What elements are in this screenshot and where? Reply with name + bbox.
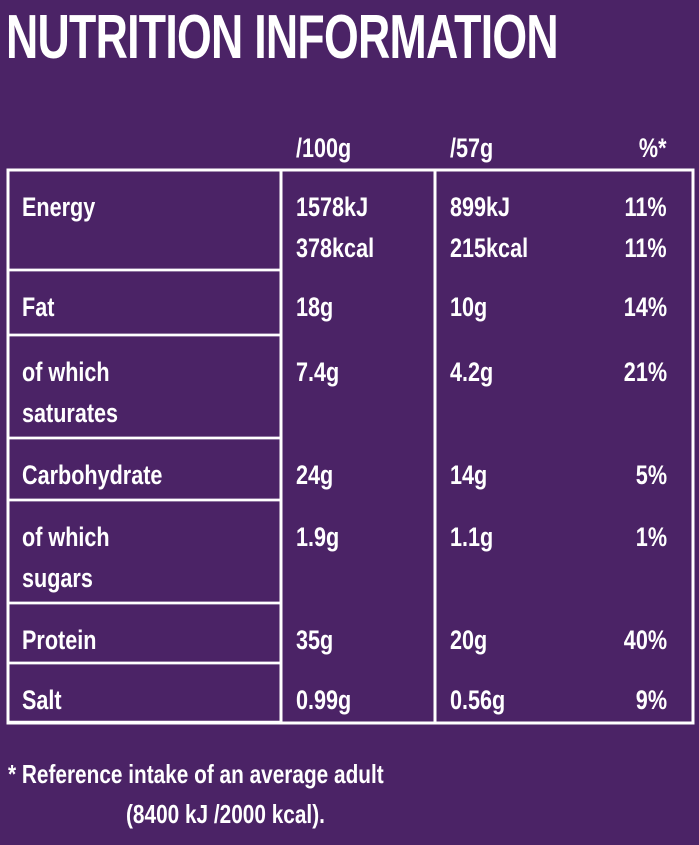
- cell-value: 0.56g: [450, 685, 506, 715]
- cell-value: 14%: [623, 292, 667, 322]
- row-label: Protein: [22, 625, 97, 655]
- cell-value: 1.1g: [450, 522, 494, 552]
- row-label: of which sugars: [22, 522, 110, 593]
- cell-value: 899kJ: [450, 192, 511, 222]
- cell-value: 11%: [624, 192, 667, 222]
- row-label: of which saturates: [22, 357, 119, 428]
- column-header: %*: [639, 133, 667, 163]
- cell-value: 1.9g: [296, 522, 340, 552]
- cell-value: 7.4g: [296, 357, 340, 387]
- row-label: Carbohydrate: [22, 460, 163, 490]
- cell-value: 0.99g: [296, 685, 352, 715]
- cell-value: 14g: [450, 460, 488, 490]
- cell-value: 35g: [296, 625, 334, 655]
- cell-value: 40%: [623, 625, 667, 655]
- row-label: Fat: [22, 292, 55, 322]
- footnote: * Reference intake of an average adult: [8, 759, 384, 789]
- cell-value: 10g: [450, 292, 488, 322]
- cell-value: 1%: [635, 522, 667, 552]
- cell-value: 18g: [296, 292, 334, 322]
- cell-value: 21%: [623, 357, 667, 387]
- cell-value: 215kcal: [450, 233, 529, 263]
- cell-value: 4.2g: [450, 357, 494, 387]
- cell-value: 378kcal: [296, 233, 375, 263]
- row-label: Salt: [22, 685, 62, 715]
- title: NUTRITION INFORMATION: [6, 3, 559, 72]
- row-label: Energy: [22, 192, 96, 222]
- cell-value: 20g: [450, 625, 488, 655]
- cell-value: 11%: [624, 233, 667, 263]
- cell-value: 24g: [296, 460, 334, 490]
- column-header: /57g: [450, 133, 494, 163]
- footnote: (8400 kJ /2000 kcal).: [126, 799, 325, 829]
- cell-value: 1578kJ: [296, 192, 369, 222]
- cell-value: 5%: [635, 460, 667, 490]
- cell-value: 9%: [635, 685, 667, 715]
- column-header: /100g: [296, 133, 352, 163]
- row-box: [6, 661, 283, 724]
